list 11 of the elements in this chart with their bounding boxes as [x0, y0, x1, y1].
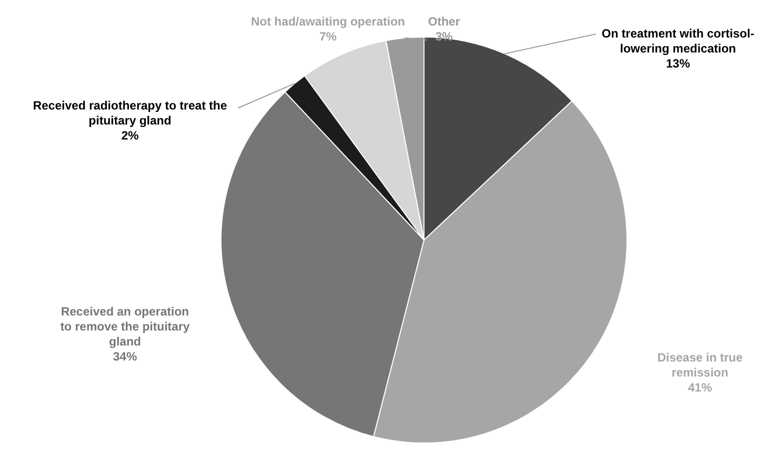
data-label: 13%	[666, 56, 690, 71]
slice-label: Not had/awaiting operation	[250, 14, 406, 29]
data-label: 41%	[688, 380, 712, 395]
slice-label: On treatment with cortisol-lowering medication	[602, 26, 754, 56]
slice-label: Received an operation to remove the pituitary gland	[60, 304, 190, 349]
data-label: 2%	[121, 128, 139, 143]
data-label: 34%	[112, 350, 138, 364]
slice-label: Received radiotherapy to treat the pituitary gland	[32, 98, 228, 128]
data-label: 7%	[319, 30, 337, 44]
slice-label: Other	[428, 14, 460, 29]
slice-label: Disease in true remission	[657, 350, 744, 380]
